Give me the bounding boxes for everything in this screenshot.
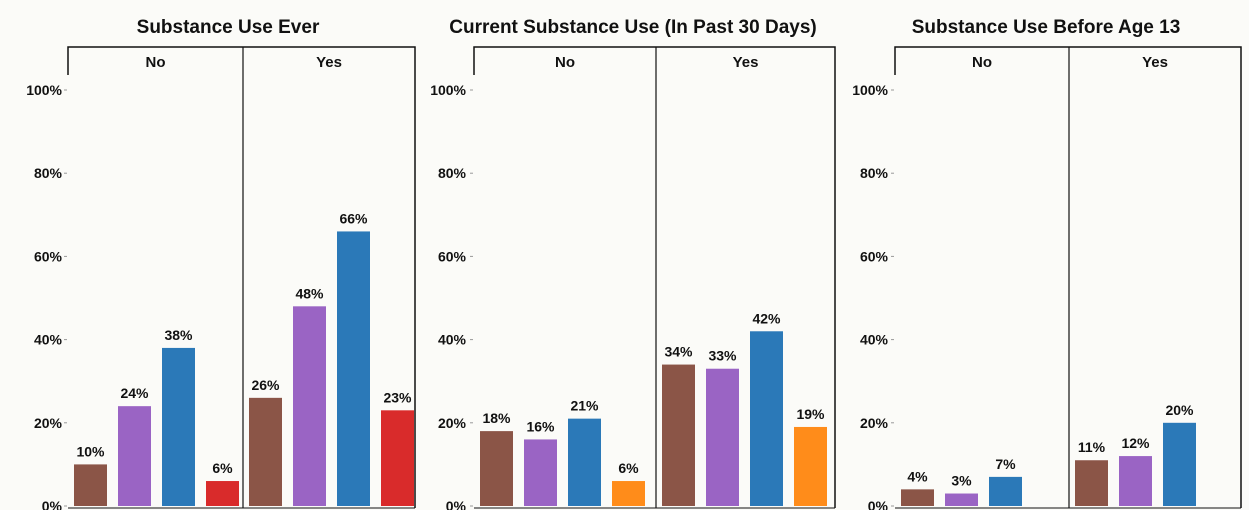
data-label: 12% [1121, 435, 1150, 451]
bar [794, 426, 827, 506]
y-tick-label: 80% [34, 165, 63, 181]
data-label: 10% [76, 443, 105, 459]
data-label: 11% [1078, 439, 1106, 455]
data-label: 23% [383, 389, 412, 405]
bar [480, 431, 513, 506]
chart-title: Substance Use Ever [137, 17, 320, 38]
data-label: 6% [212, 460, 233, 476]
y-tick-label: 100% [852, 82, 888, 98]
bar [249, 397, 282, 506]
y-tick-label: 40% [34, 332, 63, 348]
y-tick-label: 100% [430, 82, 466, 98]
y-tick-label: 20% [860, 415, 889, 431]
chart-title: Substance Use Before Age 13 [912, 17, 1181, 38]
data-label: 38% [164, 327, 193, 343]
bar [901, 489, 934, 506]
chart-panel-3: Substance Use Before Age 13 0% 20% 40% 60% 80… [852, 17, 1242, 510]
facet-label-no: No [555, 54, 575, 71]
facet-label-yes: Yes [316, 54, 342, 71]
bar [337, 231, 370, 506]
y-tick-label: 20% [438, 415, 467, 431]
y-tick-label: 80% [860, 165, 889, 181]
panel-frame [67, 46, 416, 508]
data-label: 16% [526, 418, 555, 434]
data-label: 21% [570, 398, 599, 414]
bar [118, 406, 151, 506]
bar [381, 410, 414, 506]
chart-panel-1: Substance Use Ever 0% 20% 40% 60% 80% 100% No 10… [26, 17, 416, 510]
bar [524, 439, 557, 506]
data-label: 20% [1165, 402, 1194, 418]
bar [1075, 460, 1108, 506]
y-tick-label: 20% [34, 415, 63, 431]
panel-frame [894, 46, 1242, 508]
y-tick-label: 0% [446, 498, 467, 510]
y-tick-label: 0% [42, 498, 63, 510]
y-tick-label: 100% [26, 82, 62, 98]
y-tick-label: 40% [860, 332, 889, 348]
bar [293, 306, 326, 506]
panel-frame [473, 46, 836, 508]
data-label: 24% [120, 385, 149, 401]
bar [706, 368, 739, 506]
data-label: 26% [251, 377, 280, 393]
y-tick-label: 0% [868, 498, 889, 510]
y-tick-label: 80% [438, 165, 467, 181]
facet-label-no: No [146, 54, 166, 71]
data-label: 66% [339, 210, 368, 226]
data-label: 3% [951, 473, 972, 489]
facet-label-no: No [972, 54, 992, 71]
bar [662, 364, 695, 506]
facet-label-yes: Yes [733, 54, 759, 71]
data-label: 42% [752, 310, 781, 326]
bar [989, 476, 1022, 506]
bar [568, 418, 601, 506]
chart-title: Current Substance Use (In Past 30 Days) [449, 17, 816, 38]
data-label: 18% [482, 410, 511, 426]
bar [206, 481, 239, 506]
bar [612, 481, 645, 506]
bar [1119, 456, 1152, 506]
y-tick-label: 60% [438, 248, 467, 264]
data-label: 48% [295, 285, 324, 301]
data-label: 7% [995, 456, 1016, 472]
chart-panel-2: Current Substance Use (In Past 30 Days) 0… [430, 17, 836, 510]
bar [1163, 422, 1196, 506]
data-label: 4% [907, 468, 928, 484]
y-tick-label: 60% [34, 248, 63, 264]
data-label: 19% [796, 406, 825, 422]
bar [945, 493, 978, 506]
y-tick-label: 60% [860, 248, 889, 264]
data-label: 6% [618, 460, 639, 476]
y-tick-label: 40% [438, 332, 467, 348]
bar [74, 464, 107, 506]
bar [750, 331, 783, 506]
data-label: 33% [708, 348, 737, 364]
facet-label-yes: Yes [1142, 54, 1168, 71]
data-label: 34% [664, 344, 693, 360]
bar [162, 347, 195, 506]
